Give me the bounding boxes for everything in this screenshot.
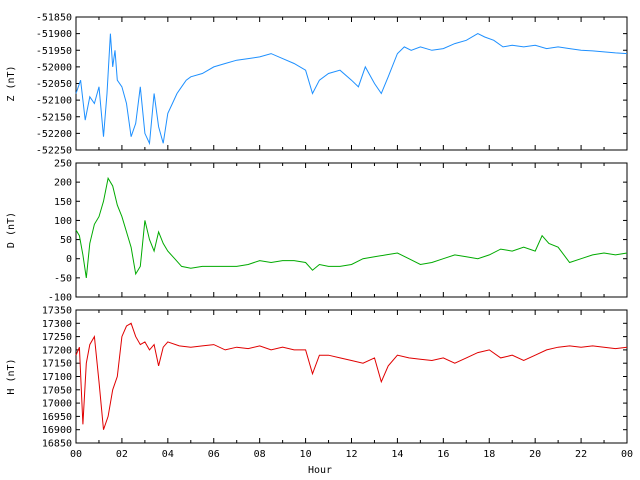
y-axis-label: Z (nT)	[6, 65, 17, 101]
x-tick-label: 06	[208, 449, 220, 460]
y-tick-label: -52050	[36, 79, 72, 90]
y-tick-label: 17300	[42, 319, 72, 330]
y-axis-label: H (nT)	[6, 358, 17, 394]
x-tick-label: 04	[162, 449, 174, 460]
series-line	[75, 33, 628, 146]
x-tick-label: 08	[254, 449, 266, 460]
y-tick-label: 17250	[42, 332, 72, 343]
y-tick-label: -50	[54, 273, 72, 284]
x-tick-label: 12	[345, 449, 357, 460]
y-tick-label: -52150	[36, 112, 72, 123]
x-tick-label: 02	[116, 449, 128, 460]
x-tick-label: 18	[483, 449, 495, 460]
y-tick-label: 16850	[42, 439, 72, 450]
y-axis-label: D (nT)	[6, 212, 17, 248]
y-tick-label: -51850	[36, 13, 72, 24]
y-tick-label: -51950	[36, 46, 72, 57]
x-tick-label: 10	[300, 449, 312, 460]
x-tick-label: 22	[575, 449, 587, 460]
series-line	[75, 176, 628, 278]
y-tick-label: -51900	[36, 29, 72, 40]
y-tick-label: -52200	[36, 129, 72, 140]
y-tick-label: 150	[54, 197, 72, 208]
y-tick-label: 17100	[42, 372, 72, 383]
y-tick-label: 100	[54, 216, 72, 227]
x-tick-label: 00	[70, 449, 82, 460]
y-tick-label: 17150	[42, 359, 72, 370]
y-tick-label: -52000	[36, 62, 72, 73]
panel-1: -51850 -51900 -51950 -52000 -52050 -52100 -521…	[6, 13, 628, 157]
y-tick-label: 16950	[42, 412, 72, 423]
x-tick-label: 20	[529, 449, 541, 460]
panel-2: 250 200 150 100 50 0 -50 -100 D (nT)	[6, 159, 628, 304]
y-tick-label: 50	[60, 235, 72, 246]
x-tick-label: 14	[391, 449, 403, 460]
x-tick-label: 00	[621, 449, 633, 460]
panel-3: 17350 17300 17250 17200 17150 17100 17050 17000…	[6, 306, 628, 450]
x-tick-label: 16	[437, 449, 449, 460]
y-tick-label: 17200	[42, 345, 72, 356]
series-line	[75, 322, 628, 430]
y-tick-label: 250	[54, 159, 72, 170]
y-tick-label: -52100	[36, 96, 72, 107]
y-tick-label: 200	[54, 178, 72, 189]
y-tick-label: 17350	[42, 306, 72, 317]
y-tick-label: 17050	[42, 385, 72, 396]
y-tick-label: -52250	[36, 146, 72, 157]
y-tick-label: 17000	[42, 399, 72, 410]
x-axis-label: Hour	[308, 465, 332, 476]
y-tick-label: 0	[66, 254, 72, 265]
y-tick-label: -100	[48, 293, 72, 304]
y-tick-label: 16900	[42, 425, 72, 436]
